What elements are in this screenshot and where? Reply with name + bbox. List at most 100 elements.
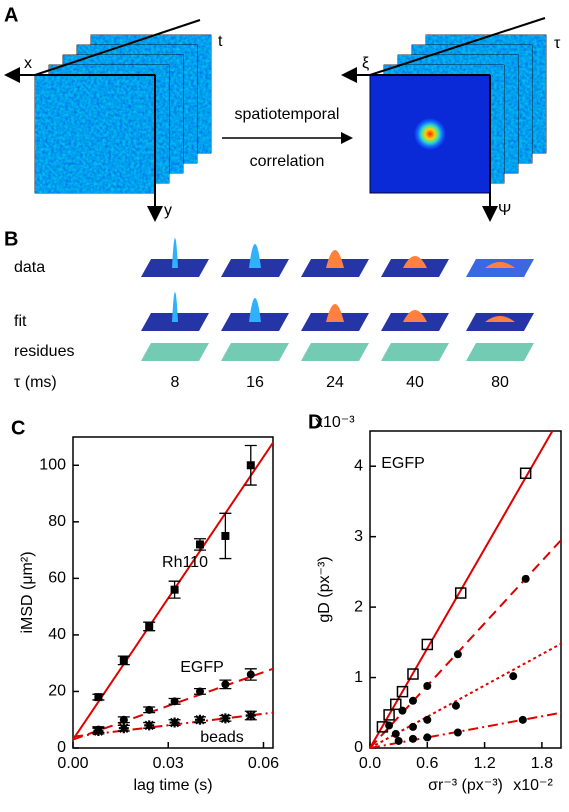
axis-t [34, 19, 201, 76]
y-tick-label: 40 [48, 626, 66, 643]
marker [408, 722, 417, 731]
y-tick-label: 100 [39, 456, 66, 473]
marker [220, 713, 231, 724]
peak [249, 244, 261, 268]
marker [390, 698, 402, 711]
marker [423, 733, 432, 742]
panel-label: C [11, 417, 25, 439]
x-tick-label: 1.2 [473, 755, 495, 772]
marker [509, 672, 518, 681]
surface [466, 343, 534, 361]
marker [119, 656, 128, 665]
marker [246, 670, 255, 679]
peak [172, 292, 178, 322]
axis-label: x [24, 55, 32, 72]
tau-label: τ (ms) [14, 374, 57, 391]
plot-frame [369, 430, 562, 749]
y-tick-label: 0 [354, 739, 363, 756]
marker [170, 585, 179, 594]
peak [485, 262, 515, 268]
surface [381, 343, 449, 361]
y-axis-label: iMSD (μm²) [19, 551, 36, 633]
x-axis-label: σr⁻³ (px⁻³) [428, 777, 503, 794]
correlation-stack [369, 34, 547, 194]
annotation: EGFP [381, 455, 425, 472]
axis-label: ξ [362, 55, 369, 72]
peak [403, 256, 427, 268]
row-label: data [14, 259, 45, 276]
x-tick-label: 0.06 [248, 755, 279, 772]
x-axis-label: lag time (s) [133, 777, 212, 794]
surface [141, 343, 209, 361]
marker [94, 693, 103, 702]
peak [326, 250, 344, 268]
axis-label: y [164, 202, 172, 219]
row-label: fit [14, 313, 27, 330]
y-tick-label: 80 [48, 513, 66, 530]
x-tick-label: 0.0 [359, 755, 381, 772]
marker [454, 587, 467, 599]
fit-line [369, 430, 554, 749]
marker [245, 710, 256, 721]
tau-value: 80 [491, 374, 509, 391]
y-tick-label: 1 [354, 669, 363, 686]
marker [195, 540, 204, 549]
marker [451, 701, 460, 710]
surface [301, 343, 369, 361]
peak [172, 238, 178, 268]
tau-value: 16 [246, 374, 264, 391]
peak [326, 304, 344, 322]
tau-value: 24 [326, 374, 344, 391]
x-tick-label: 0.6 [416, 755, 438, 772]
peak [403, 310, 427, 322]
marker [145, 622, 154, 631]
image-stack [34, 34, 212, 194]
peak [485, 316, 515, 322]
marker [407, 668, 419, 680]
marker [391, 729, 400, 738]
y-tick-label: 60 [48, 570, 66, 587]
axis-t [369, 17, 546, 76]
marker [519, 467, 532, 480]
marker [518, 715, 527, 724]
marker [408, 734, 417, 743]
marker [194, 714, 205, 725]
marker [169, 717, 180, 728]
row-label: residues [14, 343, 74, 360]
y-tick-label: 0 [57, 739, 66, 756]
marker [221, 680, 230, 689]
annotation: EGFP [180, 659, 224, 676]
x-multiplier: x10⁻² [513, 777, 553, 794]
x-tick-label: 1.8 [531, 755, 553, 772]
frame-noise [35, 75, 155, 193]
marker [453, 650, 462, 659]
axis-label: τ [554, 35, 561, 52]
marker [408, 696, 417, 705]
axis-label: t [218, 33, 223, 50]
marker [385, 721, 394, 730]
marker [221, 531, 230, 540]
fit-line [369, 642, 562, 749]
axis-label: Ψ [498, 202, 511, 219]
marker [453, 728, 462, 737]
plot-frame [72, 436, 274, 749]
fit-line [369, 711, 562, 749]
annotation: Rh110 [162, 554, 208, 571]
marker [398, 706, 407, 715]
marker [119, 715, 128, 724]
fit-line [369, 539, 562, 749]
y-tick-label: 20 [48, 683, 66, 700]
marker [383, 709, 395, 721]
y-axis-label: gD (px⁻³) [316, 556, 333, 622]
marker [394, 736, 403, 745]
peak [249, 298, 261, 322]
thumbnails: data fit residues τ (ms) 8 16 24 40 80 [14, 238, 534, 391]
marker [118, 723, 129, 734]
marker [423, 682, 432, 691]
tau-value: 40 [406, 374, 424, 391]
marker [521, 574, 530, 583]
arrow-label: correlation [250, 153, 325, 170]
marker [246, 461, 255, 470]
panel-label: A [4, 4, 18, 26]
